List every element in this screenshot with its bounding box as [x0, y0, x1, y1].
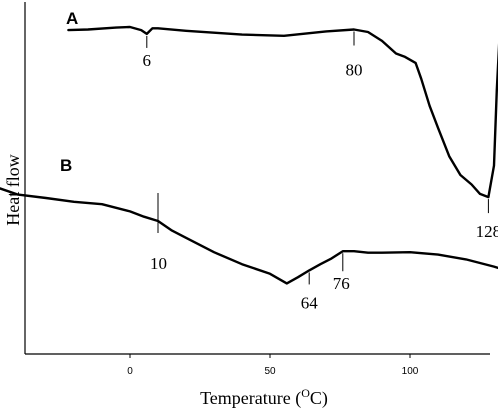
x-axis-title-unit: C): [310, 388, 328, 409]
panel-label-B: B: [60, 156, 72, 175]
x-tick-label: 100: [402, 366, 419, 377]
annotation-label: 10: [150, 254, 167, 273]
annotation-label: 76: [333, 274, 350, 293]
x-tick-label: 50: [264, 366, 276, 377]
curve-B: [0, 187, 498, 285]
x-axis-title-text: Temperature (: [200, 388, 301, 409]
annotation-label: 64: [301, 293, 319, 312]
panel-label-A: A: [66, 9, 78, 28]
annotation-label: 6: [143, 51, 152, 70]
x-tick-label: 0: [127, 366, 133, 377]
curve-A: [67, 25, 498, 199]
annotation-label: 80: [346, 61, 363, 80]
y-axis-title: Heat flow: [3, 154, 23, 225]
axes: [24, 2, 490, 355]
annotation-label: 128: [476, 222, 498, 241]
x-axis-title: Temperature (OC): [200, 386, 328, 409]
x-axis-title-superscript: O: [301, 386, 310, 400]
